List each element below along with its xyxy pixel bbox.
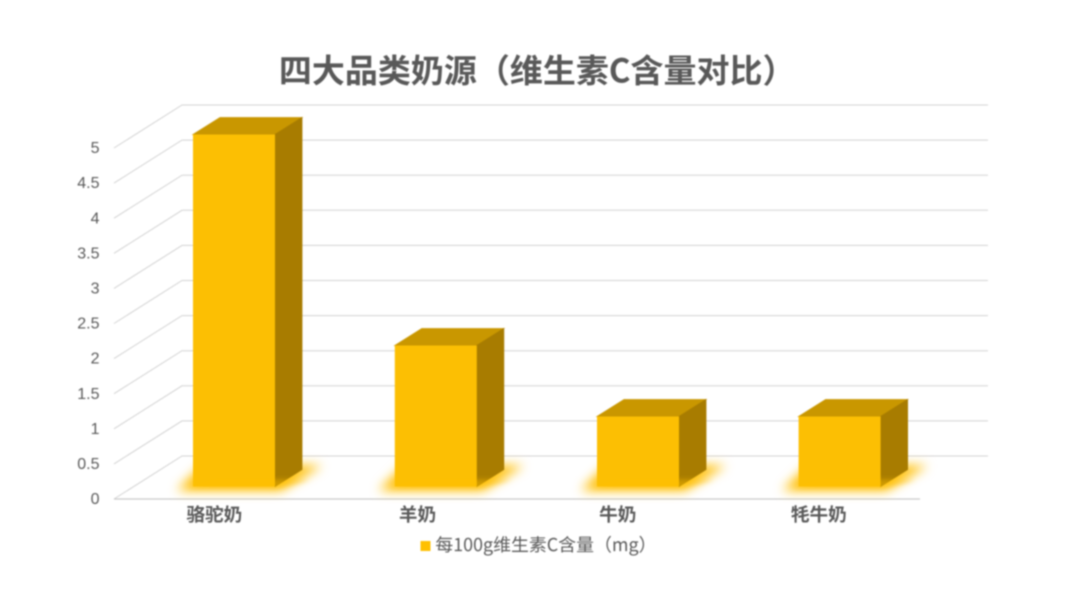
svg-text:2.5: 2.5 <box>77 316 99 333</box>
svg-text:0: 0 <box>91 491 100 508</box>
svg-text:0.5: 0.5 <box>77 456 99 473</box>
svg-text:1.5: 1.5 <box>77 386 99 403</box>
svg-text:3.5: 3.5 <box>77 245 99 262</box>
svg-text:1: 1 <box>91 421 100 438</box>
svg-text:2: 2 <box>91 351 100 368</box>
svg-text:4: 4 <box>91 210 100 227</box>
svg-text:4.5: 4.5 <box>77 175 99 192</box>
svg-text:3: 3 <box>91 281 100 298</box>
svg-text:5: 5 <box>91 140 100 157</box>
